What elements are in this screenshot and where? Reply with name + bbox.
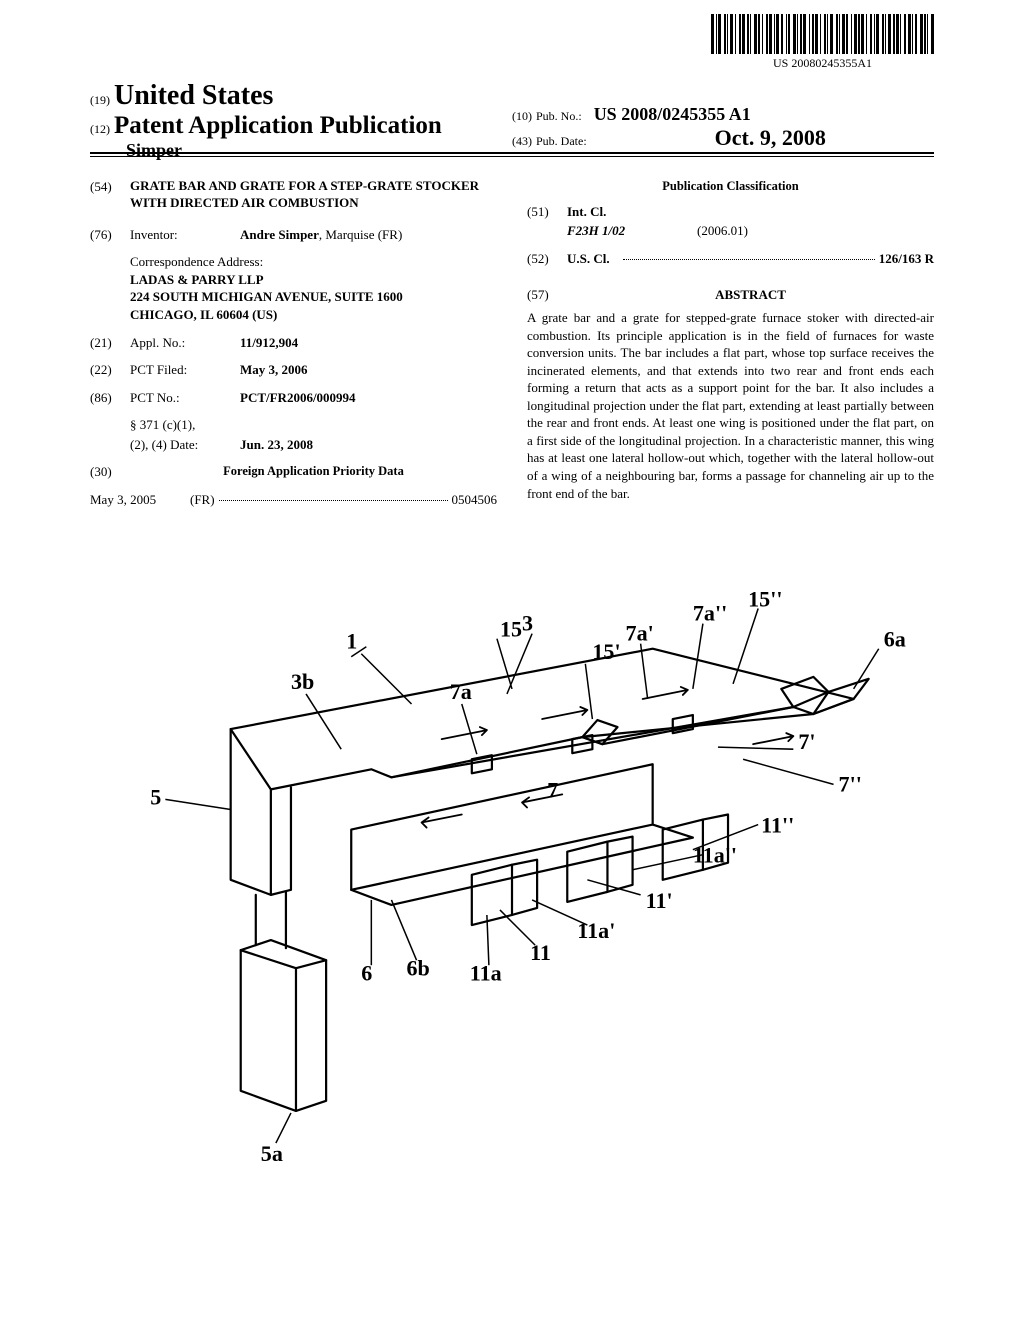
intcl-label: Int. Cl. <box>567 203 606 221</box>
country-title: United States <box>114 80 273 111</box>
svg-text:11'': 11'' <box>761 813 794 838</box>
priority-dots <box>219 491 448 501</box>
code-10: (10) <box>512 109 532 123</box>
correspondence-address: Correspondence Address: LADAS & PARRY LL… <box>130 253 497 323</box>
pct-filed: May 3, 2006 <box>240 361 497 379</box>
pub-date-label: Pub. Date: <box>536 134 587 148</box>
right-column: Publication Classification (51) Int. Cl.… <box>527 178 934 508</box>
code-54: (54) <box>90 178 130 212</box>
svg-text:15': 15' <box>592 639 620 664</box>
svg-text:7a: 7a <box>450 679 472 704</box>
priority-date: May 3, 2005 <box>90 491 190 509</box>
svg-text:1: 1 <box>346 629 357 654</box>
svg-text:6a: 6a <box>884 627 906 652</box>
uscl-value: 126/163 R <box>879 250 934 268</box>
code-52: (52) <box>527 250 567 268</box>
pub-date: Oct. 9, 2008 <box>715 125 826 150</box>
barcode <box>711 14 934 54</box>
svg-text:7a'': 7a'' <box>693 601 727 626</box>
classification-title: Publication Classification <box>527 178 934 195</box>
code-86: (86) <box>90 389 130 407</box>
pub-no: US 2008/0245355 A1 <box>594 104 751 124</box>
s371-date: Jun. 23, 2008 <box>240 436 497 454</box>
svg-text:5: 5 <box>150 784 161 809</box>
inventor-location: , Marquise (FR) <box>319 227 402 242</box>
figure-svg: 1 3 15 3b 5 7a 15' 7a' 7a'' 15'' 6a 7'' … <box>90 560 934 1280</box>
uscl-dots <box>623 250 875 260</box>
svg-text:7': 7' <box>798 729 815 754</box>
uscl-label: U.S. Cl. <box>567 250 619 268</box>
svg-text:3b: 3b <box>291 669 314 694</box>
header: (19) United States (12) Patent Applicati… <box>90 80 934 161</box>
code-76: (76) <box>90 226 130 244</box>
corr-line3: CHICAGO, IL 60604 (US) <box>130 306 497 324</box>
pct-filed-label: PCT Filed: <box>130 361 240 379</box>
header-left: (19) United States (12) Patent Applicati… <box>90 80 512 161</box>
svg-text:7: 7 <box>547 777 558 802</box>
code-12: (12) <box>90 122 110 136</box>
barcode-text: US 20080245355A1 <box>711 56 934 71</box>
pct-no-label: PCT No.: <box>130 389 240 407</box>
pub-no-label: Pub. No.: <box>536 109 582 123</box>
svg-text:3: 3 <box>522 611 533 636</box>
svg-text:11a: 11a <box>470 960 502 985</box>
inventor-name: Andre Simper <box>240 227 319 242</box>
svg-text:6: 6 <box>361 960 372 985</box>
code-57: (57) <box>527 286 567 304</box>
appl-no-label: Appl. No.: <box>130 334 240 352</box>
inventor-label: Inventor: <box>130 226 240 244</box>
code-21: (21) <box>90 334 130 352</box>
invention-title: GRATE BAR AND GRATE FOR A STEP-GRATE STO… <box>130 178 497 212</box>
abstract-title: ABSTRACT <box>567 286 934 304</box>
body-columns: (54) GRATE BAR AND GRATE FOR A STEP-GRAT… <box>90 178 934 508</box>
pct-no: PCT/FR2006/000994 <box>240 389 497 407</box>
divider-thick <box>90 152 934 154</box>
svg-text:15'': 15'' <box>748 587 782 612</box>
patent-figure: 1 3 15 3b 5 7a 15' 7a' 7a'' 15'' 6a 7'' … <box>90 560 934 1280</box>
divider-thin <box>90 156 934 157</box>
corr-label: Correspondence Address: <box>130 253 497 271</box>
corr-line2: 224 SOUTH MICHIGAN AVENUE, SUITE 1600 <box>130 288 497 306</box>
svg-text:11': 11' <box>646 888 673 913</box>
appl-no: 11/912,904 <box>240 334 497 352</box>
s371-line2: (2), (4) Date: <box>130 436 240 454</box>
code-43: (43) <box>512 134 532 148</box>
svg-text:6b: 6b <box>407 955 430 980</box>
priority-title: Foreign Application Priority Data <box>130 463 497 481</box>
svg-text:15: 15 <box>500 617 522 642</box>
s371-label: § 371 (c)(1), <box>130 416 240 434</box>
svg-text:11: 11 <box>530 940 551 965</box>
intcl-version: (2006.01) <box>697 222 748 240</box>
svg-text:7a': 7a' <box>626 621 654 646</box>
publication-type: Patent Application Publication <box>114 112 442 139</box>
corr-line1: LADAS & PARRY LLP <box>130 271 497 289</box>
intcl-class: F23H 1/02 <box>567 222 697 240</box>
code-30: (30) <box>90 463 130 481</box>
svg-text:5a: 5a <box>261 1141 283 1166</box>
svg-text:7'': 7'' <box>839 771 862 796</box>
left-column: (54) GRATE BAR AND GRATE FOR A STEP-GRAT… <box>90 178 497 508</box>
priority-country: (FR) <box>190 491 215 509</box>
header-right: (10) Pub. No.: US 2008/0245355 A1 (43) P… <box>512 80 934 151</box>
svg-text:11a': 11a' <box>577 918 615 943</box>
code-51: (51) <box>527 203 567 221</box>
priority-number: 0504506 <box>452 491 498 509</box>
code-19: (19) <box>90 93 110 107</box>
barcode-block: US 20080245355A1 <box>711 14 934 71</box>
inventor-header: Simper <box>90 140 512 161</box>
abstract-text: A grate bar and a grate for stepped-grat… <box>527 309 934 502</box>
code-22: (22) <box>90 361 130 379</box>
svg-text:11a'': 11a'' <box>693 843 737 868</box>
